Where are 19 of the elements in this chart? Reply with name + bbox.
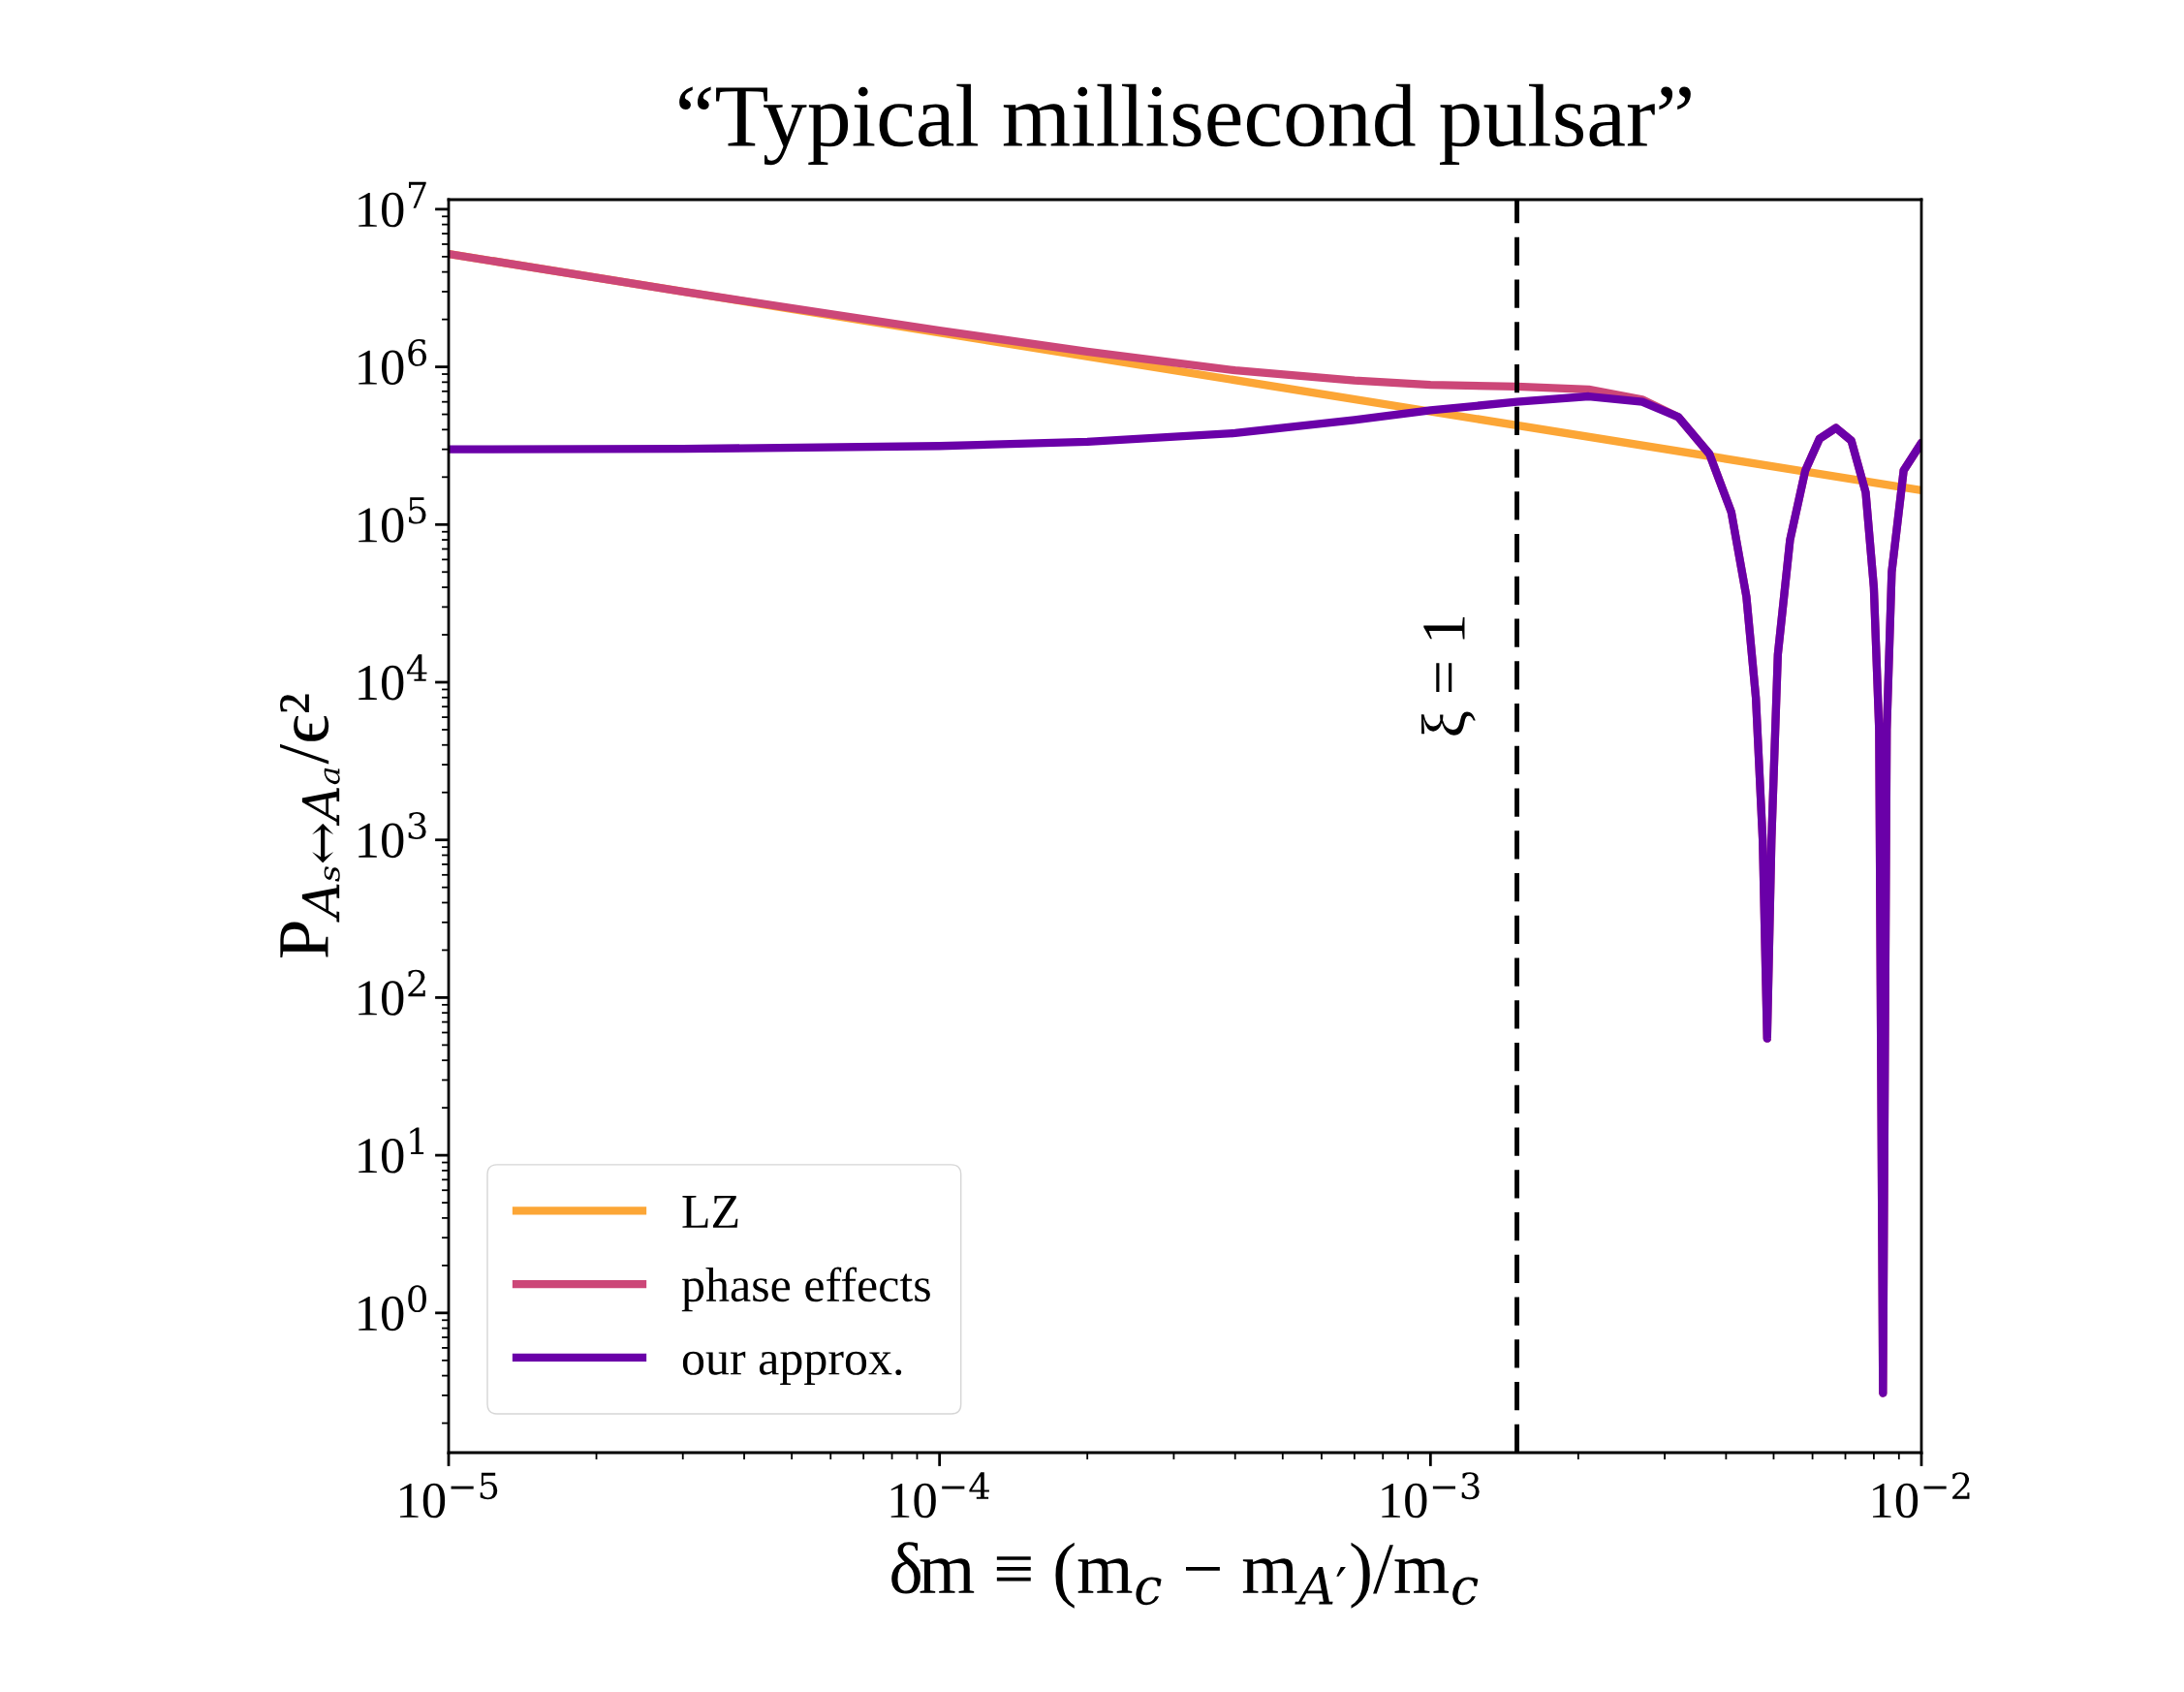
y-axis-title: P$_{Aₛ↔Aₐ}$/ϵ²: [280, 694, 340, 957]
legend-label: phase effects: [681, 1267, 930, 1312]
y-tick-label: 10$^{7}$: [359, 181, 426, 228]
x-axis-title: δm ≡ (m$_{c}$ − m$_{A′}$)/m$_{c}$: [891, 1542, 1479, 1609]
x-tick-label: 10$^{−2}$: [1873, 1472, 1970, 1519]
x-tick-label: 10$^{−3}$: [1382, 1472, 1480, 1519]
x-tick-label: 10$^{−4}$: [890, 1472, 989, 1519]
legend-label: our approx.: [682, 1351, 902, 1385]
ref-line-label: ξ = 1: [1420, 616, 1476, 736]
chart-title: “Typical millisecond pulsar”: [679, 83, 1691, 166]
y-tick-label: 10$^{0}$: [359, 1285, 426, 1332]
y-tick-label: 10$^{2}$: [359, 969, 425, 1016]
legend-label: LZ: [682, 1196, 738, 1228]
y-tick-label: 10$^{4}$: [359, 654, 427, 701]
y-tick-label: 10$^{1}$: [359, 1127, 424, 1174]
y-tick-label: 10$^{6}$: [359, 338, 427, 386]
x-tick-label: 10$^{−5}$: [400, 1472, 498, 1519]
y-tick-label: 10$^{3}$: [359, 812, 426, 859]
y-tick-label: 10$^{5}$: [359, 497, 426, 543]
